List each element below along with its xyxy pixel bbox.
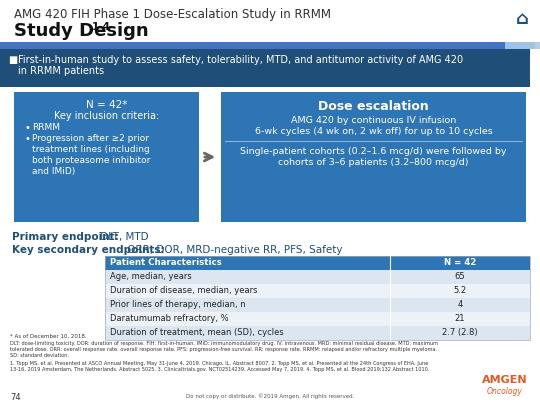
Bar <box>105 256 530 270</box>
Bar <box>105 284 530 298</box>
Text: Study Design: Study Design <box>14 22 148 40</box>
Bar <box>105 326 530 340</box>
Text: Duration of disease, median, years: Duration of disease, median, years <box>110 286 258 295</box>
Text: cohorts of 3–6 patients (3.2–800 mcg/d): cohorts of 3–6 patients (3.2–800 mcg/d) <box>278 158 469 167</box>
Text: Primary endpoint:: Primary endpoint: <box>12 232 119 242</box>
Text: •: • <box>24 134 30 144</box>
Text: First-in-human study to assess safety, tolerability, MTD, and antitumor activity: First-in-human study to assess safety, t… <box>18 55 463 65</box>
Text: 6-wk cycles (4 wk on, 2 wk off) for up to 10 cycles: 6-wk cycles (4 wk on, 2 wk off) for up t… <box>255 127 492 136</box>
Text: Key inclusion criteria:: Key inclusion criteria: <box>54 111 159 121</box>
Text: AMG 420 by continuous IV infusion: AMG 420 by continuous IV infusion <box>291 116 456 125</box>
Text: 1. Topp MS, et al. Presented at ASCO Annual Meeting, May 31-June 4, 2019. Chicag: 1. Topp MS, et al. Presented at ASCO Ann… <box>10 361 428 366</box>
Bar <box>14 92 199 222</box>
Text: 4: 4 <box>457 300 463 309</box>
Bar <box>105 270 530 284</box>
Text: AMG 420 FIH Phase 1 Dose-Escalation Study in RRMM: AMG 420 FIH Phase 1 Dose-Escalation Stud… <box>14 8 331 21</box>
Text: ■: ■ <box>8 55 17 65</box>
Text: DLT: dose-limiting toxicity. DOR: duration of response. FIH: first-in-human. IMi: DLT: dose-limiting toxicity. DOR: durati… <box>10 341 438 346</box>
Bar <box>105 312 530 326</box>
Text: N = 42*: N = 42* <box>86 100 127 110</box>
Text: Daratumumab refractory, %: Daratumumab refractory, % <box>110 314 228 323</box>
Text: Dose escalation: Dose escalation <box>318 100 429 113</box>
Text: Progression after ≥2 prior: Progression after ≥2 prior <box>32 134 149 143</box>
Bar <box>535 42 540 49</box>
Text: and IMiD): and IMiD) <box>32 167 75 176</box>
Text: tolerated dose. ORR: overall response rate. overall response rate. PFS: progress: tolerated dose. ORR: overall response ra… <box>10 347 437 352</box>
Text: 65: 65 <box>455 272 465 281</box>
Text: both proteasome inhibitor: both proteasome inhibitor <box>32 156 150 165</box>
Text: N = 42: N = 42 <box>444 258 476 267</box>
Text: •: • <box>24 123 30 133</box>
Bar <box>221 92 526 222</box>
Text: 1-4: 1-4 <box>92 22 111 32</box>
Text: Single-patient cohorts (0.2–1.6 mcg/d) were followed by: Single-patient cohorts (0.2–1.6 mcg/d) w… <box>240 147 507 156</box>
Text: Duration of treatment, mean (SD), cycles: Duration of treatment, mean (SD), cycles <box>110 328 284 337</box>
Text: 2.7 (2.8): 2.7 (2.8) <box>442 328 478 337</box>
Text: 21: 21 <box>455 314 465 323</box>
Bar <box>0 49 530 87</box>
Text: Age, median, years: Age, median, years <box>110 272 192 281</box>
Bar <box>105 256 530 340</box>
Text: Do not copy or distribute. ©2019 Amgen. All rights reserved.: Do not copy or distribute. ©2019 Amgen. … <box>186 393 354 399</box>
Text: 5.2: 5.2 <box>454 286 467 295</box>
Text: 74: 74 <box>10 393 21 402</box>
Bar <box>0 42 505 49</box>
Text: RRMM: RRMM <box>32 123 60 132</box>
Bar <box>105 298 530 312</box>
Text: ORR, DOR, MRD-negative RR, PFS, Safety: ORR, DOR, MRD-negative RR, PFS, Safety <box>124 245 342 255</box>
Text: Key secondary endpoints:: Key secondary endpoints: <box>12 245 165 255</box>
Text: Patient Characteristics: Patient Characteristics <box>110 258 222 267</box>
Text: in RRMM patients: in RRMM patients <box>18 66 104 76</box>
Text: Prior lines of therapy, median, n: Prior lines of therapy, median, n <box>110 300 246 309</box>
Text: DLT, MTD: DLT, MTD <box>97 232 149 242</box>
Text: 13-16, 2019 Amsterdam, The Netherlands. Abstract 5025. 3. Clinicaltrials.gov. NC: 13-16, 2019 Amsterdam, The Netherlands. … <box>10 367 429 372</box>
Text: ⌂: ⌂ <box>516 10 529 28</box>
Text: Oncology: Oncology <box>487 387 523 396</box>
Text: treatment lines (including: treatment lines (including <box>32 145 150 154</box>
Text: * As of December 10, 2018.: * As of December 10, 2018. <box>10 334 86 339</box>
Text: AMGEN: AMGEN <box>482 375 528 385</box>
Bar <box>505 42 535 49</box>
Text: SD: standard deviation.: SD: standard deviation. <box>10 353 69 358</box>
